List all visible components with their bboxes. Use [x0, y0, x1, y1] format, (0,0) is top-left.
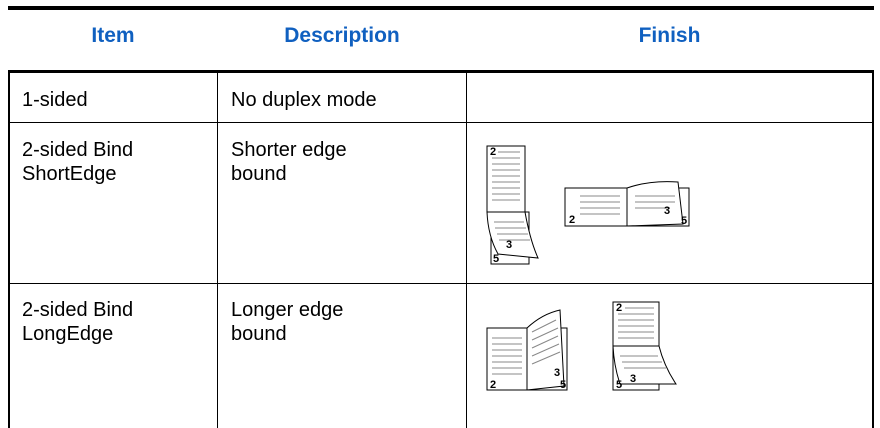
item-cell: 2-sided Bind LongEdge — [22, 298, 133, 346]
text-line: bound — [231, 163, 287, 185]
text-line: LongEdge — [22, 323, 114, 345]
header-cell: Finish — [638, 24, 701, 47]
header-cell: Item — [91, 24, 135, 47]
page-number: 2 — [490, 379, 496, 391]
page-number: 3 — [506, 239, 512, 251]
description-cell: Longer edge bound — [231, 298, 343, 346]
item-cell: 1-sided — [22, 88, 88, 112]
col-rule — [466, 72, 467, 428]
text-line: ShortEdge — [22, 163, 117, 185]
text-line: Longer edge — [231, 299, 344, 321]
header-cell: Description — [284, 24, 400, 47]
page-number: 5 — [616, 379, 622, 391]
text-line: 1-sided — [22, 89, 88, 111]
finish-illustration: 2 3 5 2 3 5 — [486, 301, 677, 391]
page-number: 2 — [616, 302, 622, 314]
text-line: No duplex mode — [231, 89, 377, 111]
text-line: 2-sided Bind — [22, 299, 134, 321]
row-rule — [8, 283, 874, 284]
header-rule — [8, 70, 874, 73]
text-line: bound — [231, 323, 287, 345]
page-number: 3 — [664, 205, 670, 217]
description-cell: No duplex mode — [231, 88, 377, 112]
text-line: 2-sided Bind — [22, 139, 134, 161]
col-rule — [872, 72, 874, 428]
page-number: 2 — [490, 146, 496, 158]
page-number: 5 — [681, 215, 687, 227]
text-line: Shorter edge — [231, 139, 347, 161]
description-cell: Shorter edge bound — [231, 138, 347, 186]
item-cell: 2-sided Bind ShortEdge — [22, 138, 133, 186]
page-number: 5 — [493, 253, 499, 265]
page-number: 5 — [560, 379, 566, 391]
finish-illustration: 2 3 5 2 3 5 — [486, 145, 690, 265]
top-border — [8, 6, 874, 10]
col-rule — [8, 72, 10, 428]
page-number: 2 — [569, 214, 575, 226]
page-number: 3 — [630, 373, 636, 385]
row-rule — [8, 122, 874, 123]
page-number: 3 — [554, 367, 560, 379]
col-rule — [217, 72, 218, 428]
